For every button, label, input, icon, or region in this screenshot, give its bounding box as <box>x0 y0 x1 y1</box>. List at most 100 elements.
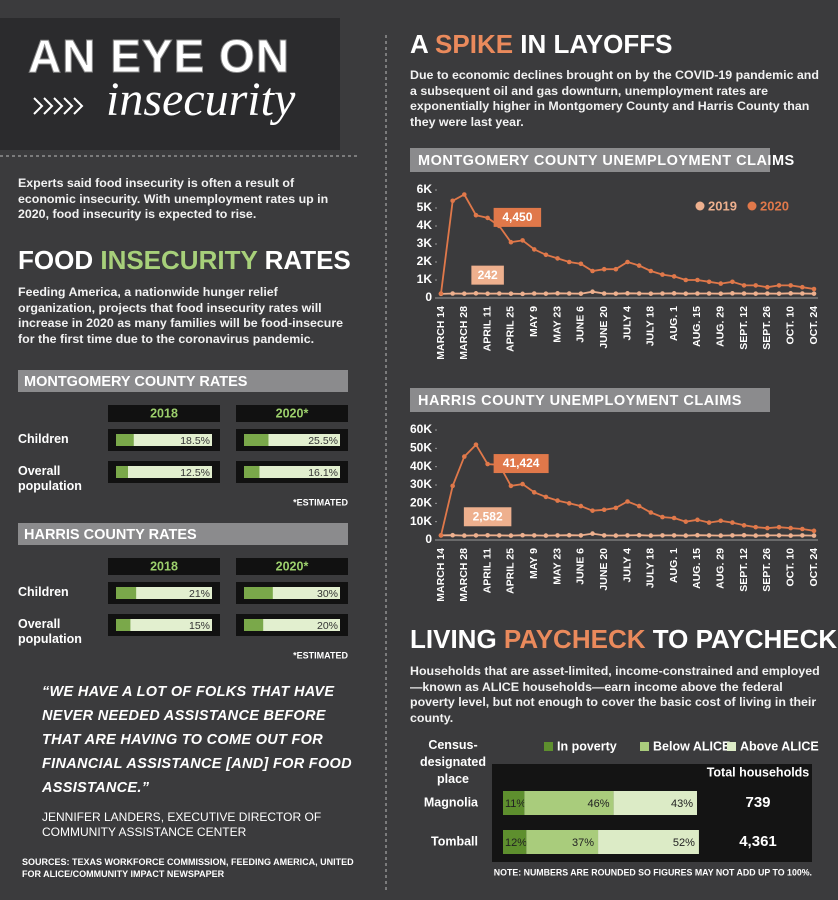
point <box>648 268 654 274</box>
point <box>578 291 584 296</box>
point <box>590 531 595 536</box>
bar-track <box>244 466 340 478</box>
point <box>753 283 759 288</box>
point <box>450 483 455 489</box>
point <box>741 523 747 528</box>
x-tick-label: SEPT. 12 <box>738 548 750 592</box>
title-part: FOOD <box>18 245 100 275</box>
point <box>613 505 619 511</box>
point <box>450 532 455 538</box>
title-part: INSECURITY <box>100 245 257 275</box>
value-label: 2,582 <box>473 509 503 523</box>
category-label: Children <box>18 585 69 599</box>
point <box>706 533 712 538</box>
value-label: 21% <box>189 588 210 600</box>
point <box>625 533 630 538</box>
x-tick-label: MARCH 28 <box>458 548 470 602</box>
point <box>706 291 712 296</box>
point <box>462 454 467 459</box>
point <box>485 461 490 467</box>
legend-label: 2020* <box>276 406 309 420</box>
point <box>590 289 595 295</box>
legend-marker <box>727 742 736 751</box>
point <box>811 291 817 296</box>
x-tick-label: MARCH 14 <box>435 548 447 602</box>
x-tick-label: MAY 9 <box>528 306 540 337</box>
point <box>520 238 525 243</box>
point <box>625 499 630 504</box>
x-tick-label: OCT. 10 <box>784 548 796 587</box>
chart-title: MONTGOMERY COUNTY UNEMPLOYMENT CLAIMS <box>418 153 795 169</box>
point <box>555 498 560 503</box>
point <box>811 533 817 538</box>
point <box>543 291 549 296</box>
x-tick-label: JUNE 6 <box>575 548 587 585</box>
point <box>578 533 584 538</box>
title-part: PAYCHECK <box>504 624 646 654</box>
bar-segment <box>524 791 614 815</box>
legend-marker <box>640 742 649 751</box>
point <box>555 256 560 261</box>
point <box>508 533 514 538</box>
point <box>718 291 724 296</box>
point <box>683 277 689 283</box>
point <box>788 291 793 296</box>
x-tick-label: AUG. 1 <box>668 306 680 341</box>
y-tick-label: 30K <box>410 477 432 491</box>
point <box>695 291 700 296</box>
column-header-bg <box>236 558 348 575</box>
y-tick-label: 20K <box>410 496 432 510</box>
legend-marker <box>747 201 757 211</box>
banner <box>18 370 348 392</box>
x-tick-label: OCT. 24 <box>808 306 820 345</box>
point <box>730 533 735 538</box>
column-header-bg <box>108 558 220 575</box>
bar <box>244 587 273 599</box>
point <box>613 266 619 272</box>
value-label-bg <box>493 207 542 227</box>
y-tick-label: 4K <box>417 218 433 232</box>
x-tick-label: JUNE 20 <box>598 548 610 591</box>
x-tick-label: MAY 9 <box>528 548 540 579</box>
point <box>485 532 490 538</box>
point <box>788 533 793 538</box>
point <box>473 533 479 538</box>
section-title: FOOD INSECURITY RATES <box>18 245 351 275</box>
point <box>601 266 607 272</box>
banner <box>410 148 770 172</box>
title-part: RATES <box>257 245 350 275</box>
point <box>683 519 689 524</box>
point <box>695 517 700 523</box>
point <box>695 532 700 538</box>
point <box>566 532 572 538</box>
category-label: Tomball <box>431 834 478 848</box>
bar-segment <box>598 830 699 854</box>
point <box>660 272 665 277</box>
value-label: 46% <box>588 798 610 810</box>
point <box>776 291 782 296</box>
x-tick-label: JUNE 20 <box>598 306 610 349</box>
y-tick-label: 6K <box>417 182 433 196</box>
legend-label: Below ALICE <box>653 739 730 753</box>
point <box>753 533 759 538</box>
x-tick-label: AUG. 15 <box>691 306 703 347</box>
point <box>625 291 630 296</box>
point <box>508 239 514 245</box>
category-label: Overall population <box>18 617 82 646</box>
point <box>462 192 467 197</box>
paragraph: Feeding America, a nationwide hunger rel… <box>18 285 344 346</box>
value-label-bg <box>471 265 504 285</box>
point <box>741 291 747 296</box>
value-label: 16.1% <box>308 467 338 479</box>
banner <box>410 388 770 412</box>
note: *ESTIMATED <box>293 497 348 507</box>
paragraph: Households that are asset-limited, incom… <box>410 664 820 725</box>
value-label: 18.5% <box>180 435 210 447</box>
category-label: Overall population <box>18 464 82 493</box>
x-tick-label: SEPT. 12 <box>738 306 750 350</box>
banner <box>18 523 348 545</box>
point <box>531 490 537 495</box>
total-value: 739 <box>745 794 770 811</box>
legend-marker <box>544 742 553 751</box>
x-tick-label: JULY 4 <box>621 548 633 583</box>
